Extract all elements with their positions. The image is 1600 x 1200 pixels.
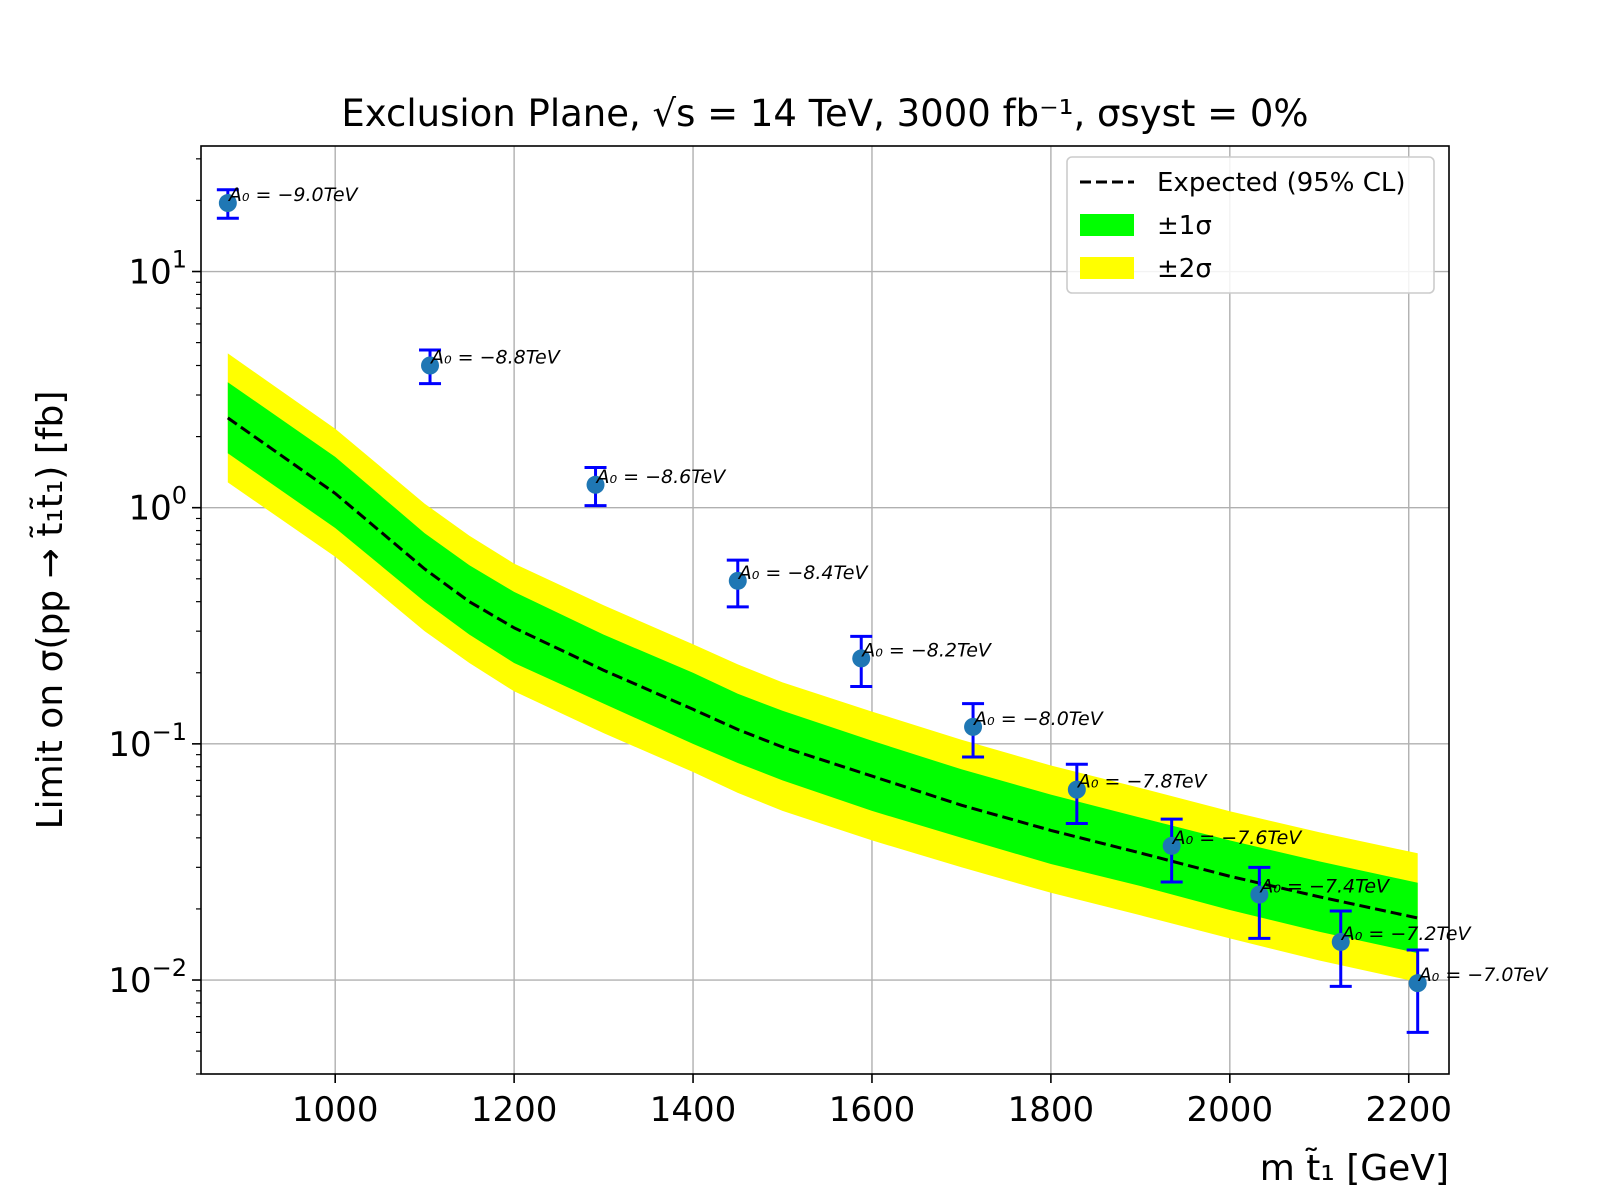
x-tick-label: 1600 (829, 1090, 916, 1130)
point-annotation: A₀ = −7.0TeV (1417, 964, 1550, 986)
data-points: A₀ = −9.0TeV A₀ = −8.8TeV A₀ = −8.6TeV A₀ =… (216, 184, 1550, 1034)
y-tick-label: 10−1 (108, 718, 187, 765)
data-point-group: A₀ = −8.0TeV (962, 702, 1105, 759)
legend-patch-swatch (1080, 214, 1134, 236)
x-tick-label: 2200 (1365, 1090, 1452, 1130)
legend-label: Expected (95% CL) (1157, 168, 1406, 198)
data-point-group: A₀ = −8.6TeV (584, 466, 728, 508)
y-tick-label: 100 (128, 482, 187, 529)
point-annotation: A₀ = −8.2TeV (860, 639, 993, 661)
x-axis-title: m t̃₁ [GeV] (1260, 1147, 1449, 1189)
y-tick-label: 10−2 (108, 954, 187, 1001)
data-point-group: A₀ = −8.2TeV (850, 634, 993, 688)
x-tick-label: 2000 (1187, 1090, 1274, 1130)
data-point (1408, 974, 1427, 993)
y-axis: 101 100 10−1 10−2 (108, 158, 201, 1075)
one-sigma-band (227, 382, 1418, 954)
y-axis-title: Limit on σ(pp → t̃₁t̃₁) [fb] (29, 391, 71, 830)
data-point-group: A₀ = −7.4TeV (1248, 865, 1391, 940)
chart-title: Exclusion Plane, √s = 14 TeV, 3000 fb⁻¹,… (341, 92, 1308, 135)
data-point (1067, 780, 1086, 799)
expected-bands (226, 353, 1419, 983)
data-point-group: A₀ = −7.2TeV (1329, 909, 1473, 988)
point-annotation: A₀ = −9.0TeV (227, 184, 360, 206)
legend-box (1066, 156, 1435, 294)
axes-frame (200, 145, 1450, 1075)
y-tick-label: 101 (128, 246, 187, 293)
data-point-group: A₀ = −7.6TeV (1160, 817, 1304, 884)
data-point-group: A₀ = −7.0TeV (1406, 948, 1550, 1034)
data-point-group: A₀ = −8.4TeV (726, 558, 870, 609)
x-axis: 1000 1200 1400 1600 1800 2000 2200 (292, 1074, 1452, 1130)
point-annotation: A₀ = −8.8TeV (429, 346, 562, 368)
legend: Expected (95% CL) ±1σ ±2σ (1066, 156, 1435, 294)
data-point (421, 356, 440, 375)
data-point (1250, 885, 1269, 904)
point-annotation: A₀ = −7.6TeV (1171, 827, 1304, 849)
data-point (586, 475, 605, 494)
data-point-group: A₀ = −7.8TeV (1065, 762, 1209, 825)
data-point-group: A₀ = −9.0TeV (216, 184, 360, 220)
x-tick-label: 1000 (292, 1090, 379, 1130)
x-tick-label: 1800 (1008, 1090, 1095, 1130)
data-point (1331, 932, 1350, 951)
point-annotation: A₀ = −7.8TeV (1076, 771, 1209, 793)
data-point (218, 194, 237, 213)
legend-patch-swatch (1080, 257, 1134, 279)
x-tick-label: 1200 (471, 1090, 558, 1130)
point-annotation: A₀ = −8.0TeV (972, 708, 1105, 730)
data-point (728, 571, 747, 590)
x-tick-label: 1400 (650, 1090, 737, 1130)
data-point-group: A₀ = −8.8TeV (419, 346, 562, 386)
data-point (964, 717, 983, 736)
point-annotation: A₀ = −7.2TeV (1340, 923, 1473, 945)
expected-line (226, 416, 1419, 920)
data-point (1162, 836, 1181, 855)
point-annotation: A₀ = −8.6TeV (595, 466, 728, 488)
data-point (852, 649, 871, 668)
legend-label: ±1σ (1157, 211, 1212, 241)
point-annotation: A₀ = −7.4TeV (1258, 876, 1391, 898)
legend-label: ±2σ (1157, 254, 1212, 284)
legend-item: ±1σ (1080, 211, 1212, 241)
point-annotation: A₀ = −8.4TeV (737, 562, 870, 584)
legend-item: ±2σ (1080, 254, 1212, 284)
legend-item: Expected (95% CL) (1080, 168, 1406, 198)
